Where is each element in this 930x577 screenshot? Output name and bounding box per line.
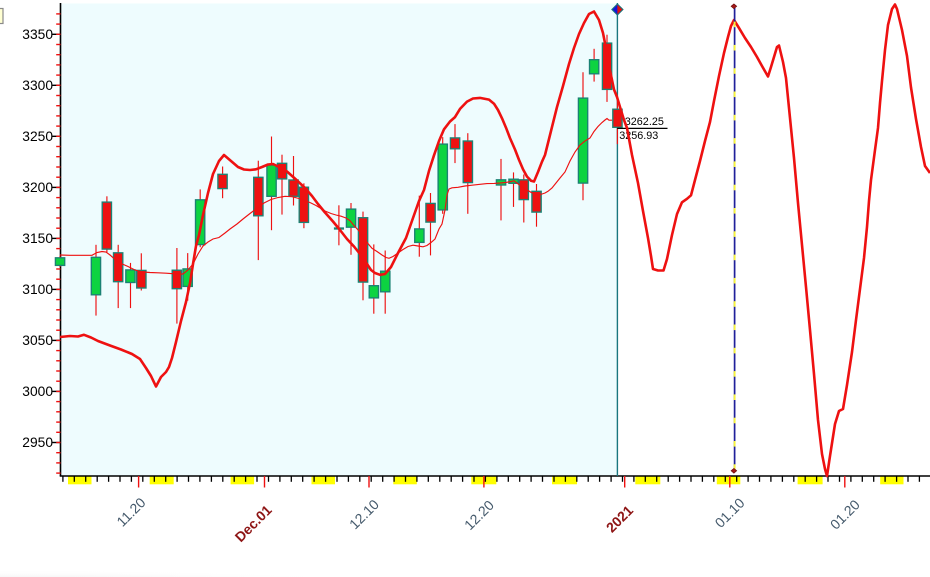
svg-text:3256.93: 3256.93 bbox=[619, 130, 658, 142]
svg-text:3050: 3050 bbox=[22, 333, 53, 348]
svg-text:2950: 2950 bbox=[22, 435, 53, 450]
svg-text:3250: 3250 bbox=[22, 129, 53, 144]
svg-text:3262.25: 3262.25 bbox=[625, 116, 664, 128]
svg-text:3350: 3350 bbox=[22, 27, 53, 42]
svg-text:3200: 3200 bbox=[22, 180, 53, 195]
svg-text:3000: 3000 bbox=[22, 384, 53, 399]
svg-text:3100: 3100 bbox=[22, 282, 53, 297]
svg-text:3150: 3150 bbox=[22, 231, 53, 246]
svg-text:3300: 3300 bbox=[22, 78, 53, 93]
